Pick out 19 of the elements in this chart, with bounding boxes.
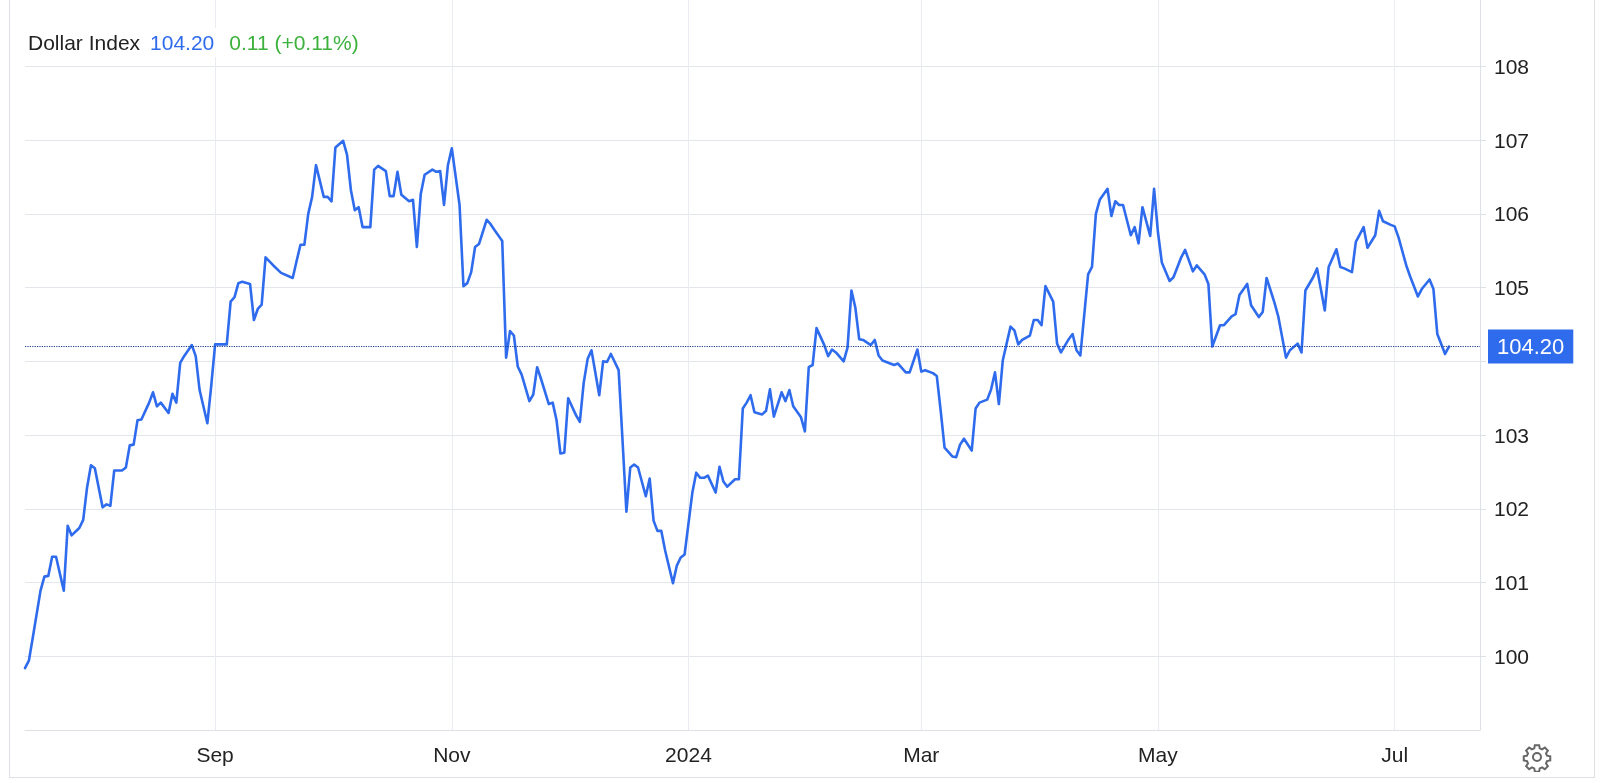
annotation: 0.11 (+0.11%) — [229, 31, 359, 54]
y-tick-label: 103 — [1494, 423, 1530, 447]
annotation: 104.20 — [150, 31, 215, 54]
y-tick-label: 102 — [1494, 497, 1530, 521]
ref-line-label: 104.20 — [1497, 334, 1565, 360]
x-tick-label: Sep — [196, 743, 234, 766]
y-tick-label: 101 — [1494, 571, 1530, 595]
x-tick-label: 2024 — [665, 743, 713, 766]
y-tick-label: 106 — [1494, 202, 1530, 226]
line-series — [23, 139, 1451, 670]
y-tick-label: 108 — [1494, 54, 1530, 78]
text: Dollar Index — [28, 31, 141, 54]
y-tick-label: 105 — [1494, 276, 1530, 300]
y-tick-label: 100 — [1494, 644, 1530, 668]
x-tick-label: May — [1138, 743, 1179, 766]
x-tick-label: Mar — [903, 743, 940, 766]
y-tick-label: 107 — [1494, 128, 1530, 152]
x-tick-label: Jul — [1381, 743, 1409, 766]
x-tick-label: Nov — [433, 743, 471, 766]
